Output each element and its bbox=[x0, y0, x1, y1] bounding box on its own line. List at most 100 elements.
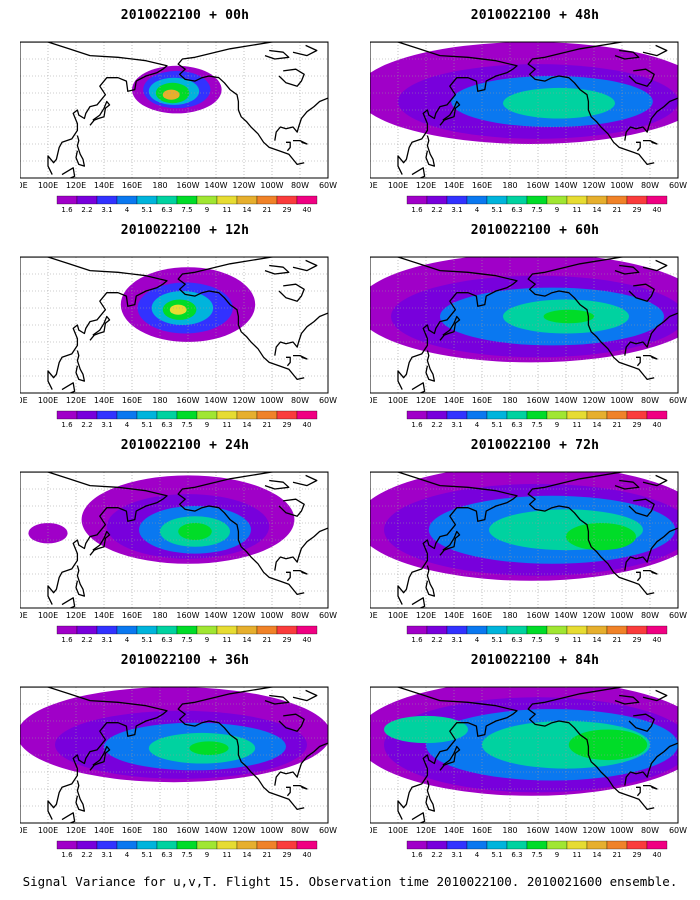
colorbar-label: 11 bbox=[573, 421, 582, 429]
coastline bbox=[292, 474, 318, 487]
colorbar-label: 3.1 bbox=[101, 636, 112, 644]
colorbar-swatch bbox=[156, 840, 178, 850]
map-plot-area bbox=[20, 472, 328, 608]
colorbar-swatch bbox=[546, 195, 568, 205]
map-graphic: 80N70N60N50N40N30N20N10NEQ80E100E120E140… bbox=[20, 471, 337, 644]
lon-label: 80W bbox=[291, 826, 309, 835]
colorbar-label: 6.3 bbox=[511, 636, 522, 644]
lon-label: 140W bbox=[554, 181, 577, 190]
map-panel-72h: 2010022100 + 72h 80N70N60N50N40N30N20N10… bbox=[370, 430, 700, 645]
colorbar-swatch bbox=[296, 625, 318, 635]
variance-shading bbox=[189, 741, 229, 755]
colorbar-label: 7.5 bbox=[531, 206, 542, 214]
colorbar-swatch bbox=[606, 840, 628, 850]
colorbar-swatch bbox=[296, 410, 318, 420]
lon-label: 180 bbox=[152, 826, 167, 835]
coastline bbox=[624, 312, 678, 356]
colorbar-swatch bbox=[626, 625, 648, 635]
coastline bbox=[624, 97, 678, 141]
colorbar-swatch bbox=[466, 625, 488, 635]
lon-label: 160W bbox=[176, 826, 199, 835]
colorbar-swatch bbox=[156, 410, 178, 420]
colorbar-label: 40 bbox=[303, 851, 312, 859]
lon-label: 120E bbox=[416, 181, 436, 190]
coastline bbox=[61, 167, 76, 178]
colorbar-swatch bbox=[96, 840, 118, 850]
colorbar-swatch bbox=[406, 195, 428, 205]
coastline bbox=[527, 472, 678, 596]
panel-title: 2010022100 + 60h bbox=[470, 223, 600, 238]
colorbar-label: 7.5 bbox=[181, 636, 192, 644]
colorbar-label: 21 bbox=[263, 421, 272, 429]
lon-label: 80W bbox=[641, 611, 659, 620]
lon-label: 120W bbox=[232, 396, 255, 405]
coastline bbox=[643, 354, 658, 360]
colorbar-swatch bbox=[56, 410, 78, 420]
colorbar-swatch bbox=[646, 195, 668, 205]
coastline bbox=[527, 687, 678, 811]
colorbar-label: 3.1 bbox=[451, 851, 462, 859]
coastline bbox=[89, 100, 111, 126]
colorbar-label: 3.1 bbox=[451, 636, 462, 644]
colorbar-swatch bbox=[96, 195, 118, 205]
map-panel-24h: 2010022100 + 24h 80N70N60N50N40N30N20N10… bbox=[20, 430, 350, 645]
colorbar-label: 9 bbox=[205, 206, 209, 214]
colorbar-swatch bbox=[256, 840, 278, 850]
lon-label: 120W bbox=[232, 611, 255, 620]
colorbar-label: 6.3 bbox=[161, 851, 172, 859]
colorbar-label: 29 bbox=[633, 421, 642, 429]
coastline bbox=[527, 42, 678, 166]
lon-label: 160W bbox=[526, 396, 549, 405]
coastline bbox=[274, 312, 328, 356]
coastline bbox=[411, 167, 426, 178]
colorbar-label: 40 bbox=[653, 636, 662, 644]
colorbar-swatch bbox=[236, 625, 258, 635]
colorbar-swatch bbox=[646, 410, 668, 420]
colorbar-swatch bbox=[486, 625, 508, 635]
lon-label: 120E bbox=[416, 826, 436, 835]
map-panel-84h: 2010022100 + 84h 80N70N60N50N40N30N20N10… bbox=[370, 645, 700, 860]
lon-label: 120W bbox=[232, 826, 255, 835]
lon-label: 100W bbox=[260, 396, 283, 405]
coastline bbox=[89, 530, 111, 556]
colorbar-swatch bbox=[506, 625, 528, 635]
coastline bbox=[293, 784, 308, 790]
lon-label: 60W bbox=[669, 826, 687, 835]
colorbar-label: 14 bbox=[593, 421, 602, 429]
coastline bbox=[628, 498, 655, 517]
colorbar-label: 14 bbox=[593, 636, 602, 644]
coastline bbox=[642, 259, 668, 272]
colorbar-swatch bbox=[276, 625, 298, 635]
colorbar-label: 5.1 bbox=[491, 636, 502, 644]
coastline bbox=[177, 42, 328, 166]
colorbar-swatch bbox=[566, 625, 588, 635]
panel-title: 2010022100 + 84h bbox=[470, 653, 600, 668]
colorbar-label: 21 bbox=[613, 636, 622, 644]
lon-label: 100E bbox=[388, 396, 408, 405]
colorbar-label: 29 bbox=[633, 206, 642, 214]
colorbar-swatch bbox=[426, 840, 448, 850]
map-graphic: 80N70N60N50N40N30N20N10NEQ80E100E120E140… bbox=[370, 256, 687, 429]
colorbar-label: 6.3 bbox=[161, 206, 172, 214]
map-plot-area bbox=[20, 42, 328, 178]
coastline bbox=[643, 569, 658, 575]
coastline bbox=[75, 565, 86, 597]
lon-label: 120W bbox=[232, 181, 255, 190]
colorbar-swatch bbox=[606, 195, 628, 205]
lon-label: 180 bbox=[152, 181, 167, 190]
coastline bbox=[75, 780, 86, 812]
coastline bbox=[177, 687, 328, 811]
lon-label: 60W bbox=[319, 396, 337, 405]
colorbar-label: 4 bbox=[125, 206, 130, 214]
colorbar-label: 2.2 bbox=[81, 636, 92, 644]
coastline bbox=[20, 42, 168, 175]
lon-label: 100E bbox=[38, 181, 58, 190]
colorbar-swatch bbox=[176, 840, 198, 850]
coastline bbox=[628, 713, 655, 732]
lon-label: 140E bbox=[444, 826, 464, 835]
variance-shading bbox=[162, 89, 180, 100]
colorbar-label: 1.6 bbox=[61, 421, 73, 429]
colorbar-swatch bbox=[426, 625, 448, 635]
coastline bbox=[292, 44, 318, 57]
colorbar-swatch bbox=[276, 840, 298, 850]
